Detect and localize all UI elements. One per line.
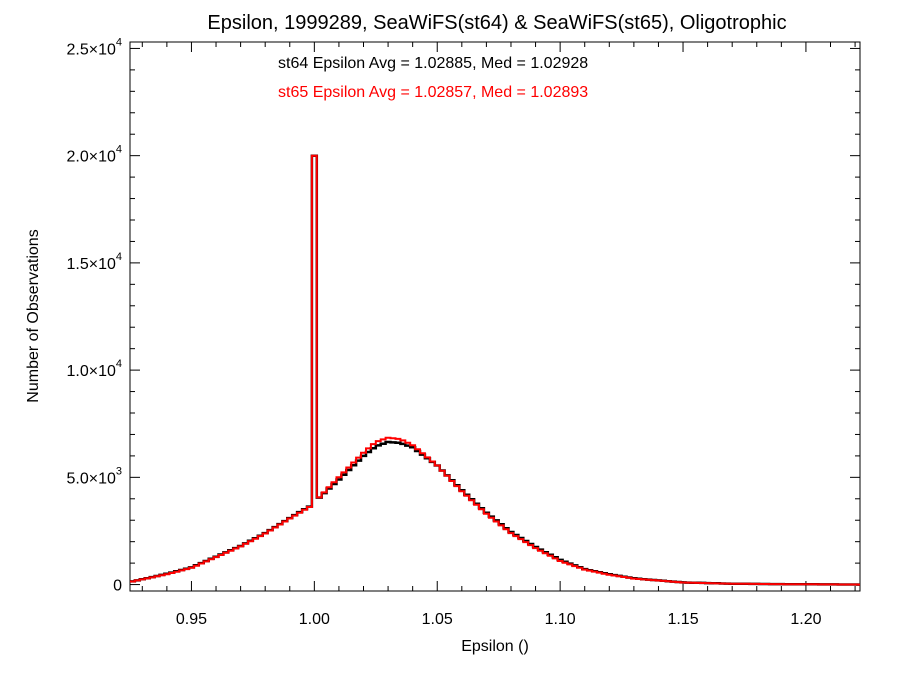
- st64-histogram-line: [130, 154, 860, 586]
- st64-stats-annotation: st64 Epsilon Avg = 1.02885, Med = 1.0292…: [278, 55, 588, 72]
- x-axis-label: Epsilon (): [461, 638, 529, 655]
- x-tick-label: 1.20: [790, 611, 821, 628]
- chart-title: Epsilon, 1999289, SeaWiFS(st64) & SeaWiF…: [207, 12, 786, 34]
- st65-stats-annotation: st65 Epsilon Avg = 1.02857, Med = 1.0289…: [278, 84, 588, 101]
- x-tick-label: 1.10: [545, 611, 576, 628]
- x-tick-label: 0.95: [176, 611, 207, 628]
- y-tick-label: 1.5×104: [66, 251, 122, 273]
- plot-frame: [129, 41, 861, 592]
- x-tick-label: 1.00: [299, 611, 330, 628]
- y-tick-label: 2.0×104: [66, 144, 122, 166]
- y-tick-labels: 0 5.0×103 1.0×104 1.5×104 2.0×104 2.5×104: [66, 36, 122, 594]
- plot-area: [129, 41, 861, 592]
- y-tick-label: 0: [113, 578, 122, 595]
- y-tick-label: 2.5×104: [66, 36, 122, 58]
- y-tick-label: 1.0×104: [66, 358, 122, 380]
- series-layer: [130, 154, 860, 586]
- st65-histogram-line: [130, 154, 860, 586]
- x-tick-label: 1.15: [667, 611, 698, 628]
- y-axis-label: Number of Observations: [25, 229, 42, 402]
- x-tick-label: 1.05: [422, 611, 453, 628]
- x-tick-labels: 0.95 1.00 1.05 1.10 1.15 1.20: [176, 611, 822, 628]
- axis-ticks: [130, 42, 860, 591]
- y-tick-label: 5.0×103: [66, 465, 122, 487]
